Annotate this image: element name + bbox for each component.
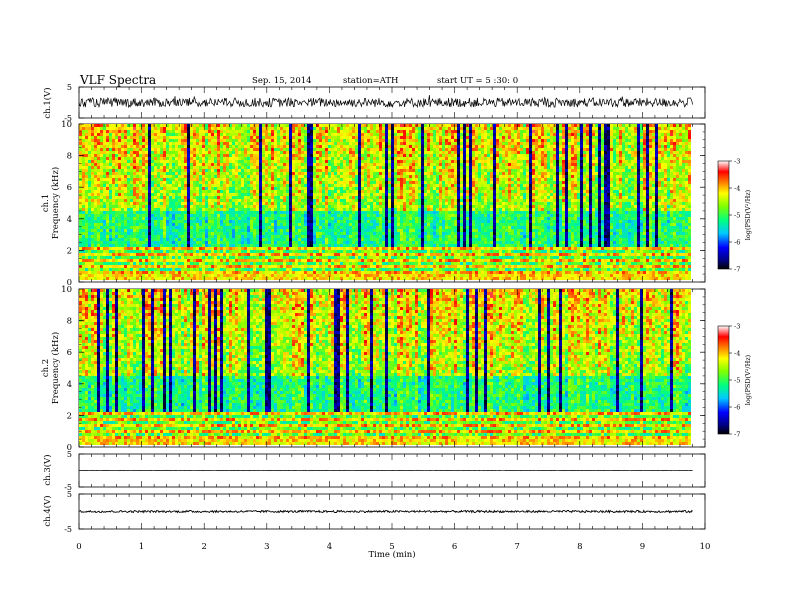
- figure-station: station=ATH: [343, 76, 398, 86]
- x-tick-label: 1: [139, 542, 144, 552]
- ch2-spectrogram-ytick-label: 8: [67, 317, 72, 327]
- ch4-waveform-ytick-label: -5: [64, 525, 72, 534]
- ch1-spectrogram: [79, 124, 691, 280]
- ch3-waveform-ytick-label: 5: [67, 450, 72, 459]
- figure-date: Sep. 15, 2014: [252, 76, 312, 86]
- x-tick-label: 3: [264, 542, 269, 552]
- ch3-waveform-ylabel: ch.3(V): [42, 454, 53, 485]
- ch2-spectrogram-ylabel-frequency: Frequency (kHz): [50, 332, 61, 404]
- x-tick-label: 6: [452, 542, 457, 552]
- ch1-spectrogram-ytick-label: 6: [67, 183, 72, 193]
- ch2-spectrogram-ytick-label: 6: [67, 348, 72, 358]
- ch2-spectrogram-ylabel-channel: ch.2: [41, 359, 51, 377]
- colorbar-tick-label: -4: [734, 350, 740, 358]
- colorbar-tick-label: -4: [734, 185, 740, 193]
- x-tick-label: 2: [201, 542, 206, 552]
- ch2-spectrogram: [79, 289, 691, 445]
- x-axis-label: Time (min): [368, 549, 415, 560]
- ch1-spectrogram-ytick-label: 2: [67, 246, 72, 256]
- ch1-waveform-ytick-label: 5: [67, 83, 72, 92]
- ch4-waveform-ytick-label: 5: [67, 490, 72, 499]
- x-tick-label: 0: [76, 542, 81, 552]
- colorbar-tick-label: -6: [734, 239, 740, 247]
- ch1-spectrogram-ylabel-channel: ch.1: [41, 194, 51, 212]
- colorbar-tick-label: -3: [734, 323, 740, 331]
- vlf-figure: VLF Spectra Sep. 15, 2014 station=ATH st…: [0, 0, 792, 612]
- ch1-spectrogram-ytick-label: 8: [67, 152, 72, 162]
- x-tick-label: 7: [514, 542, 519, 552]
- ch1-spectrogram-ytick-label: 4: [67, 215, 72, 225]
- ch1-waveform-trace: [79, 95, 693, 107]
- colorbar-tick-label: -6: [734, 404, 740, 412]
- x-tick-label: 8: [577, 542, 582, 552]
- ch1-waveform-ylabel: ch.1(V): [42, 87, 53, 118]
- ch4-waveform-ylabel: ch.4(V): [42, 495, 53, 526]
- ch2-colorbar: [718, 326, 729, 434]
- ch2-spectrogram-ytick-label: 2: [67, 411, 72, 421]
- ch1-spectrogram-ytick-label: 10: [61, 120, 72, 130]
- colorbar-tick-label: -7: [734, 431, 740, 439]
- ch4-waveform-trace: [79, 511, 693, 513]
- ch2-spectrogram-ytick-label: 4: [67, 380, 72, 390]
- colorbar-tick-label: -5: [734, 212, 740, 220]
- colorbar-tick-label: -3: [734, 158, 740, 166]
- x-tick-label: 9: [640, 542, 645, 552]
- figure-title: VLF Spectra: [79, 73, 156, 87]
- colorbar-tick-label: -5: [734, 377, 740, 385]
- ch1-colorbar-label: log(PSD(V²/Hz): [744, 189, 752, 240]
- figure-start-ut: start UT = 5 :30: 0: [437, 76, 518, 86]
- x-tick-label: 10: [700, 542, 711, 552]
- ch2-spectrogram-ytick-label: 10: [61, 285, 72, 295]
- ch1-colorbar: [718, 161, 729, 269]
- ch1-spectrogram-ylabel-frequency: Frequency (kHz): [50, 167, 61, 239]
- ch2-colorbar-label: log(PSD(V²/Hz): [744, 354, 752, 405]
- colorbar-tick-label: -7: [734, 266, 740, 274]
- x-tick-label: 4: [327, 542, 332, 552]
